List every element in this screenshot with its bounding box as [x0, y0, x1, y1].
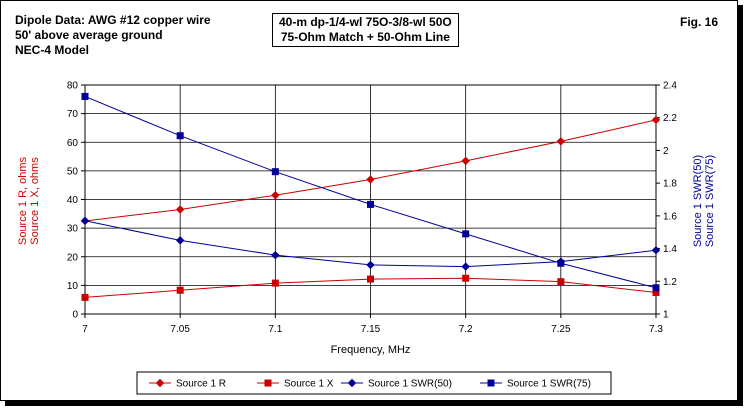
- chart-title-line: 75-Ohm Match + 50-Ohm Line: [280, 30, 450, 44]
- x-tick-label: 7.25: [551, 324, 571, 335]
- x-tick-label: 7: [82, 324, 88, 335]
- header-left-line: 50' above average ground: [15, 28, 163, 42]
- legend-label-0: Source 1 R: [176, 379, 226, 390]
- data-point-1: [367, 275, 374, 283]
- legend-marker-0: [155, 378, 165, 388]
- y-left-axis-label: Source 1 X, ohms: [29, 157, 41, 245]
- data-point-3: [557, 259, 565, 267]
- header-left-line: NEC-4 Model: [15, 43, 90, 57]
- chart-svg: 0 10 20 30 40 50 60 70 80 1 1.2 1.4 1.6 1.8 2 2.2 2.4 7 7.…: [17, 81, 716, 395]
- data-point-2: [80, 216, 90, 225]
- data-point-2: [271, 250, 280, 260]
- y-left-tick-label: 60: [67, 138, 79, 149]
- x-axis-label: Frequency, MHz: [331, 344, 411, 356]
- data-point-0: [651, 115, 661, 125]
- data-point-2: [651, 246, 661, 255]
- y-right-axis-label: Source 1 SWR(50): [692, 155, 704, 247]
- y-left-tick-label: 20: [67, 252, 79, 263]
- chart-frame: Dipole Data: AWG #12 copper wire 50' abo…: [0, 0, 738, 401]
- chart-title-box: 40-m dp-1/4-wl 75O-3/8-wl 50O 75-Ohm Mat…: [272, 13, 459, 47]
- header-left: Dipole Data: AWG #12 copper wire 50' abo…: [15, 13, 211, 58]
- data-point-0: [366, 175, 375, 184]
- chart-title-line: 40-m dp-1/4-wl 75O-3/8-wl 50O: [279, 15, 452, 29]
- y-right-tick-label: 1.8: [663, 179, 677, 190]
- data-point-3: [176, 132, 184, 140]
- data-point-1: [81, 293, 89, 301]
- y-left-tick-label: 50: [67, 166, 79, 177]
- y-left-axis-label: Source 1 R, ohms: [17, 156, 29, 245]
- y-right-tick-label: 1.4: [663, 244, 677, 255]
- data-point-2: [366, 260, 375, 270]
- data-point-3: [367, 200, 374, 208]
- y-right-tick-label: 2: [663, 146, 669, 157]
- y-right-tick-label: 1.2: [663, 277, 677, 288]
- y-right-axis-label: Source 1 SWR(75): [704, 155, 716, 247]
- legend-marker-1: [264, 379, 272, 387]
- data-point-3: [652, 284, 660, 292]
- y-left-tick-label: 80: [67, 81, 79, 92]
- x-tick-label: 7.3: [649, 324, 663, 335]
- data-point-0: [175, 205, 185, 214]
- data-point-2: [175, 236, 185, 245]
- header-left-line: Dipole Data: AWG #12 copper wire: [15, 13, 211, 27]
- y-left-tick-label: 0: [72, 310, 78, 321]
- y-left-tick-label: 40: [67, 195, 79, 206]
- data-point-1: [271, 279, 279, 287]
- y-right-tick-label: 1: [663, 310, 669, 321]
- legend-box: [136, 371, 612, 395]
- data-point-1: [176, 286, 184, 294]
- legend-label-1: Source 1 X: [284, 379, 334, 390]
- x-tick-label: 7.2: [459, 324, 473, 335]
- x-tick-label: 7.05: [170, 324, 190, 335]
- data-point-3: [462, 230, 470, 238]
- figure-number: Fig. 16: [680, 15, 719, 29]
- y-left-tick-label: 70: [67, 109, 79, 120]
- data-point-1: [462, 274, 470, 282]
- x-tick-label: 7.1: [268, 324, 282, 335]
- data-point-0: [271, 190, 280, 200]
- data-point-1: [557, 278, 565, 286]
- y-right-tick-label: 2.2: [663, 113, 677, 124]
- y-right-tick-label: 1.6: [663, 211, 677, 222]
- legend-marker-3: [487, 379, 495, 387]
- legend-label-3: Source 1 SWR(75): [507, 379, 591, 390]
- legend-marker-2: [347, 378, 357, 388]
- y-left-tick-label: 10: [67, 281, 79, 292]
- x-tick-label: 7.15: [361, 324, 381, 335]
- legend-label-2: Source 1 SWR(50): [368, 379, 452, 390]
- data-point-3: [271, 168, 279, 176]
- y-right-tick-label: 2.4: [663, 81, 677, 92]
- y-left-tick-label: 30: [67, 224, 79, 235]
- data-point-0: [556, 137, 566, 146]
- data-point-2: [461, 262, 470, 271]
- data-point-0: [461, 156, 470, 166]
- data-point-3: [81, 92, 89, 100]
